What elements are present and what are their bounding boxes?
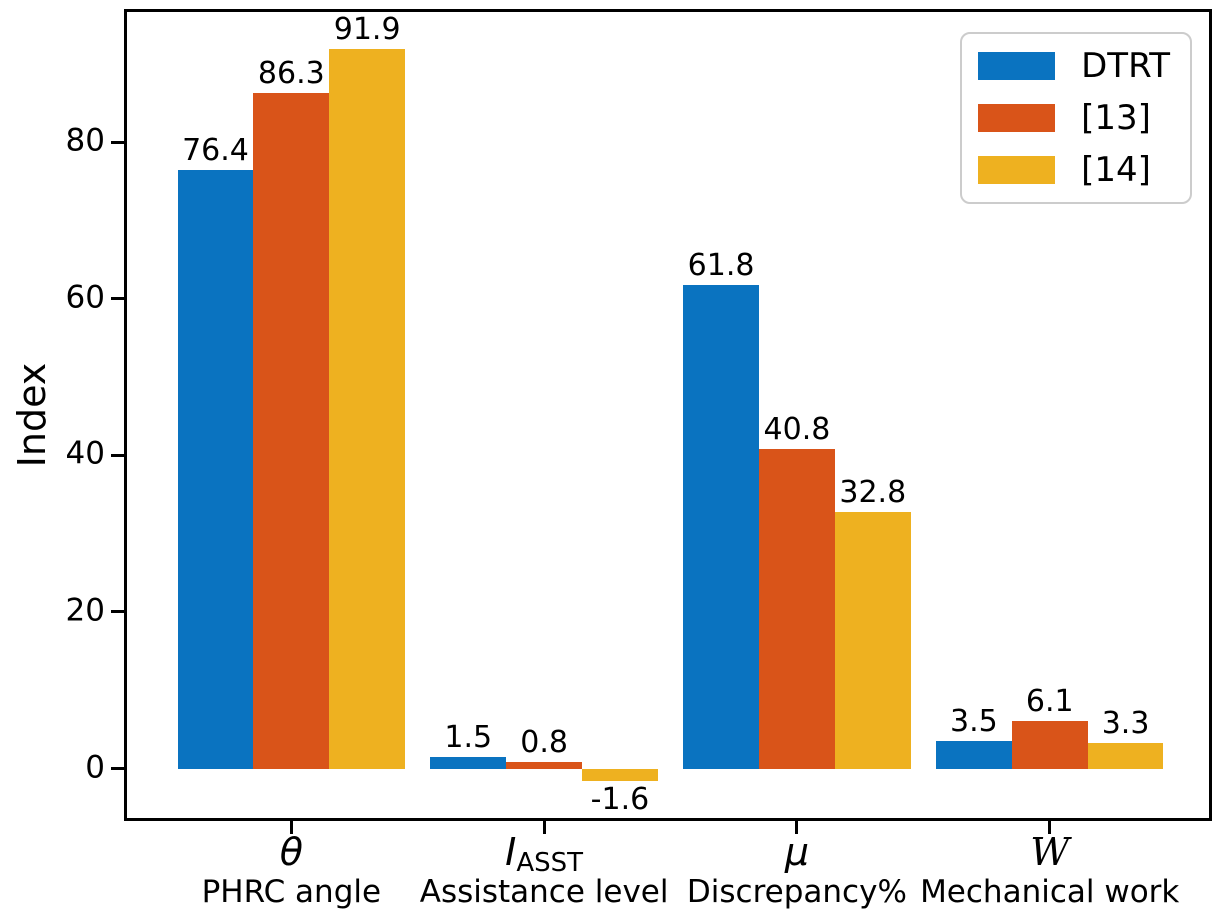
x-category-description: Assistance level xyxy=(419,874,669,910)
y-tick-label: 40 xyxy=(65,435,105,472)
bar-series-1-cat-1 xyxy=(506,762,583,769)
x-category-symbol: IASST xyxy=(374,830,714,878)
legend-item: DTRT xyxy=(978,47,1170,85)
x-category-symbol-glyph: θ xyxy=(279,830,303,874)
y-tick-label: 20 xyxy=(65,592,105,629)
bar-series-2-cat-3 xyxy=(1087,742,1164,769)
y-tick-label: 80 xyxy=(65,122,105,159)
bar-series-1-cat-3 xyxy=(1011,720,1088,769)
legend: DTRT [13] [14] xyxy=(960,32,1192,204)
y-tick-label: 0 xyxy=(85,749,105,786)
x-category-label: IASST Assistance level xyxy=(374,830,714,910)
x-category-description: Mechanical work xyxy=(920,874,1180,910)
legend-item: [13] xyxy=(978,99,1170,137)
x-category-label: μ Discrepancy% xyxy=(627,830,967,910)
x-axis-labels: θ PHRC angle IASST Assistance level μ Discrep… xyxy=(127,830,1209,920)
x-category-symbol-glyph: I xyxy=(505,830,517,874)
x-category-symbol: W xyxy=(880,830,1220,874)
bar-series-0-cat-0 xyxy=(177,170,254,769)
y-tick-mark xyxy=(111,453,124,457)
x-category-symbol-glyph: μ xyxy=(784,830,810,874)
bar-value-label: 91.9 xyxy=(333,11,401,47)
bar-series-2-cat-2 xyxy=(834,511,911,769)
bar-value-label: 1.5 xyxy=(444,719,493,755)
bar-series-2-cat-0 xyxy=(329,48,406,769)
x-tick-mark xyxy=(542,821,546,834)
bar-value-label: 40.8 xyxy=(763,412,831,448)
y-tick-mark xyxy=(111,297,124,301)
bar-value-label: 6.1 xyxy=(1025,683,1074,719)
x-tick-mark xyxy=(289,821,293,834)
bar-value-label: 61.8 xyxy=(687,247,755,283)
bar-series-0-cat-3 xyxy=(935,741,1012,769)
legend-label: [14] xyxy=(1081,150,1151,190)
x-category-symbol-subscript: ASST xyxy=(516,848,584,878)
x-category-description: PHRC angle xyxy=(201,874,382,910)
bar-series-2-cat-1 xyxy=(582,768,658,782)
y-tick-mark xyxy=(111,767,124,771)
y-tick-label: 60 xyxy=(65,279,105,316)
plot-area: 0 20 40 60 80 76.4 1.5 61.8 3.5 86.3 0.8 40.8 6.1 91.… xyxy=(66,9,1212,834)
bar-value-label: -1.6 xyxy=(590,782,650,818)
x-category-description: Discrepancy% xyxy=(686,874,907,910)
bar-value-label: 76.4 xyxy=(182,133,249,169)
x-category-symbol: μ xyxy=(627,830,967,874)
bar-series-1-cat-2 xyxy=(759,449,835,769)
x-category-label: θ PHRC angle xyxy=(121,830,461,910)
legend-swatch-icon xyxy=(978,52,1056,80)
x-category-symbol-glyph: W xyxy=(1030,830,1070,874)
bar-value-label: 86.3 xyxy=(257,55,325,91)
bar-series-0-cat-2 xyxy=(683,284,759,769)
x-tick-mark xyxy=(1048,821,1052,834)
bar-series-1-cat-0 xyxy=(253,92,330,769)
bar-value-label: 0.8 xyxy=(520,725,568,761)
x-category-symbol: θ xyxy=(121,830,461,874)
bar-value-label: 3.3 xyxy=(1101,705,1150,741)
bar-series-0-cat-1 xyxy=(430,756,507,769)
legend-swatch-icon xyxy=(978,156,1056,184)
y-tick-mark xyxy=(111,140,124,144)
legend-swatch-icon xyxy=(978,104,1056,132)
y-axis-label: Index xyxy=(10,362,54,468)
legend-label: DTRT xyxy=(1081,46,1170,86)
bar-value-label: 32.8 xyxy=(839,474,907,510)
y-tick-mark xyxy=(111,610,124,614)
x-tick-mark xyxy=(795,821,799,834)
legend-item: [14] xyxy=(978,151,1170,189)
x-category-label: W Mechanical work xyxy=(880,830,1220,910)
bar-value-label: 3.5 xyxy=(950,704,998,740)
legend-label: [13] xyxy=(1081,98,1151,138)
